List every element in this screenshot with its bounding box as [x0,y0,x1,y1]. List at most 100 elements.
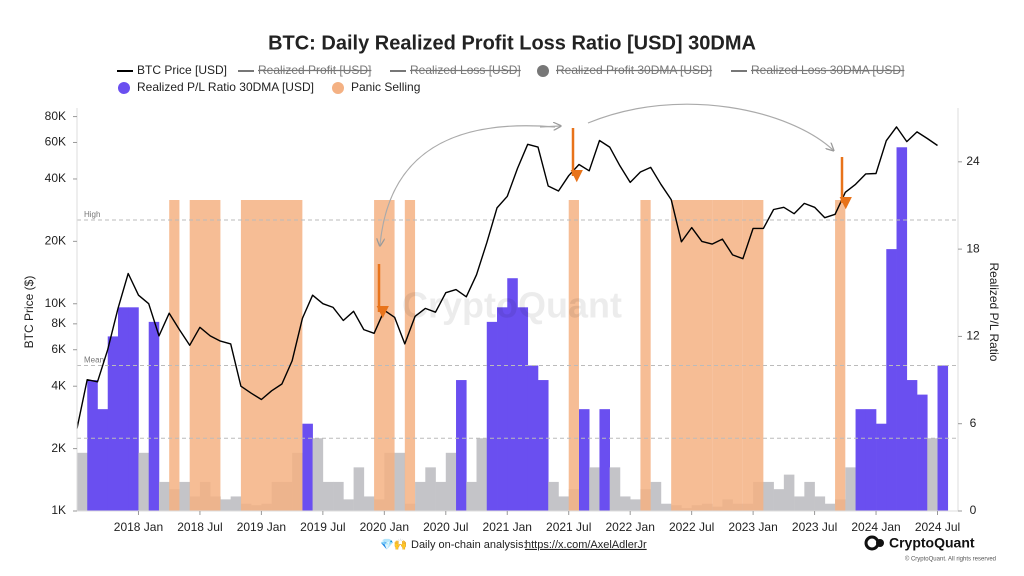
panic-selling-band [742,200,764,511]
ratio-bar [824,503,836,511]
ratio-bar [117,307,129,511]
panic-selling-band [835,200,846,511]
legend-item[interactable]: Realized Profit [USD] [238,63,371,77]
ratio-bar [425,467,436,511]
y-tick-label: 1K [51,503,66,517]
logo: CryptoQuant © CryptoQuant. All rights re… [864,535,996,563]
panic-selling-band [374,200,395,511]
ratio-bar [497,307,508,511]
ratio-bar [589,467,600,511]
ratio-bar [630,499,641,511]
legend: BTC Price [USD] Realized Profit [USD] Real… [117,63,904,94]
footer-link[interactable]: https://x.com/AxelAdlerJr [525,539,647,551]
x-tick-label: 2020 Jan [360,520,409,534]
legend-item[interactable]: BTC Price [USD] [117,63,227,77]
legend-label: Realized P/L Ratio 30DMA [USD] [137,80,314,94]
legend-item[interactable]: Realized Loss [USD] [390,63,521,77]
footer-text: Daily on-chain analysis: [411,539,527,551]
ratio-bar [619,496,631,511]
ratio-bar [456,380,467,511]
legend-label: BTC Price [USD] [137,63,227,77]
legend-item[interactable]: Realized Loss 30DMA [USD] [731,63,904,77]
legend-label: Realized Profit [USD] [258,63,371,77]
y2-tick-label: 6 [970,416,977,430]
x-tick-label: 2020 Jul [423,520,468,534]
legend-label: Panic Selling [351,80,420,94]
ratio-bar [87,380,98,511]
ratio-bar [660,503,672,511]
legend-label: Realized Loss 30DMA [USD] [751,63,904,77]
ratio-bar [650,481,662,511]
legend-label: Realized Loss [USD] [410,63,521,77]
ratio-bar [77,452,88,511]
ratio-bar [394,452,406,511]
y-tick-label: 60K [45,135,66,149]
ratio-bar [794,496,805,511]
y2-tick-label: 24 [966,154,980,168]
x-tick-label: 2019 Jul [300,520,345,534]
y-tick-label: 20K [45,234,66,248]
y2-tick-label: 12 [966,329,980,343]
ratio-bar [558,496,570,511]
legend-label: Realized Profit 30DMA [USD] [556,63,712,77]
ratio-bar [886,249,897,511]
footer: 💎🙌 Daily on-chain analysis: https://x.co… [380,538,647,551]
ratio-bar [548,481,559,511]
ratio-bar [312,438,324,511]
ratio-bar [353,467,365,511]
plot-area: High Mean 1K 2K 4K 6K 8K 10K 20K 40K 60K 80K 0 6 12 18 2… [45,108,980,534]
logo-icon [876,539,884,547]
x-tick-label: 2024 Jul [915,520,960,534]
ratio-bar [609,467,621,511]
copyright: © CryptoQuant. All rights reserved [905,556,996,563]
panic-selling-band [671,200,713,511]
y2-axis-label: Realized P/L Ratio [987,263,1001,362]
curved-arrow [380,125,556,245]
ratio-bar [537,380,549,511]
ratio-bar [783,474,795,511]
ratio-bar [814,496,826,511]
ratio-bar [107,336,119,511]
x-tick-label: 2021 Jul [546,520,591,534]
ratio-bar [906,380,918,511]
ratio-bar [148,321,160,511]
ratio-bar [466,481,477,511]
curved-arrow [539,126,560,127]
ratio-bar [322,481,334,511]
x-tick-label: 2024 Jan [851,520,900,534]
panic-selling-band [189,200,221,511]
x-tick-label: 2022 Jan [605,520,654,534]
reference-label: High [84,210,100,219]
x-tick-label: 2018 Jan [114,520,163,534]
ratio-bar [876,423,887,511]
footer-emoji: 💎🙌 [380,538,407,551]
ratio-bar [896,147,908,511]
x-tick-label: 2022 Jul [669,520,714,534]
legend-item[interactable]: Realized Profit 30DMA [USD] [537,63,712,77]
ratio-bar [517,307,529,511]
logo-text: CryptoQuant [889,535,975,551]
ratio-bar [937,365,949,511]
ratio-bar [220,499,231,511]
ratio-bar [97,409,109,511]
ratio-bar [179,481,190,511]
legend-item[interactable]: Realized P/L Ratio 30DMA [USD] [118,80,314,94]
panic-selling-band [712,200,743,511]
y-tick-label: 10K [45,296,66,310]
ratio-bar [927,438,938,511]
x-tick-label: 2019 Jan [237,520,286,534]
panic-selling-band [640,200,651,511]
y2-tick-label: 18 [966,241,980,255]
price-line [76,126,938,429]
legend-item[interactable]: Panic Selling [332,80,420,94]
panic-selling-band [240,200,303,511]
ratio-bar [128,307,139,511]
ratio-bar [302,423,313,511]
ratio-bar [773,489,785,511]
y-tick-label: 2K [51,441,66,455]
ratio-bar [435,481,447,511]
legend-marker [537,65,549,77]
panic-selling-band [404,200,416,511]
curved-arrow [587,103,833,150]
